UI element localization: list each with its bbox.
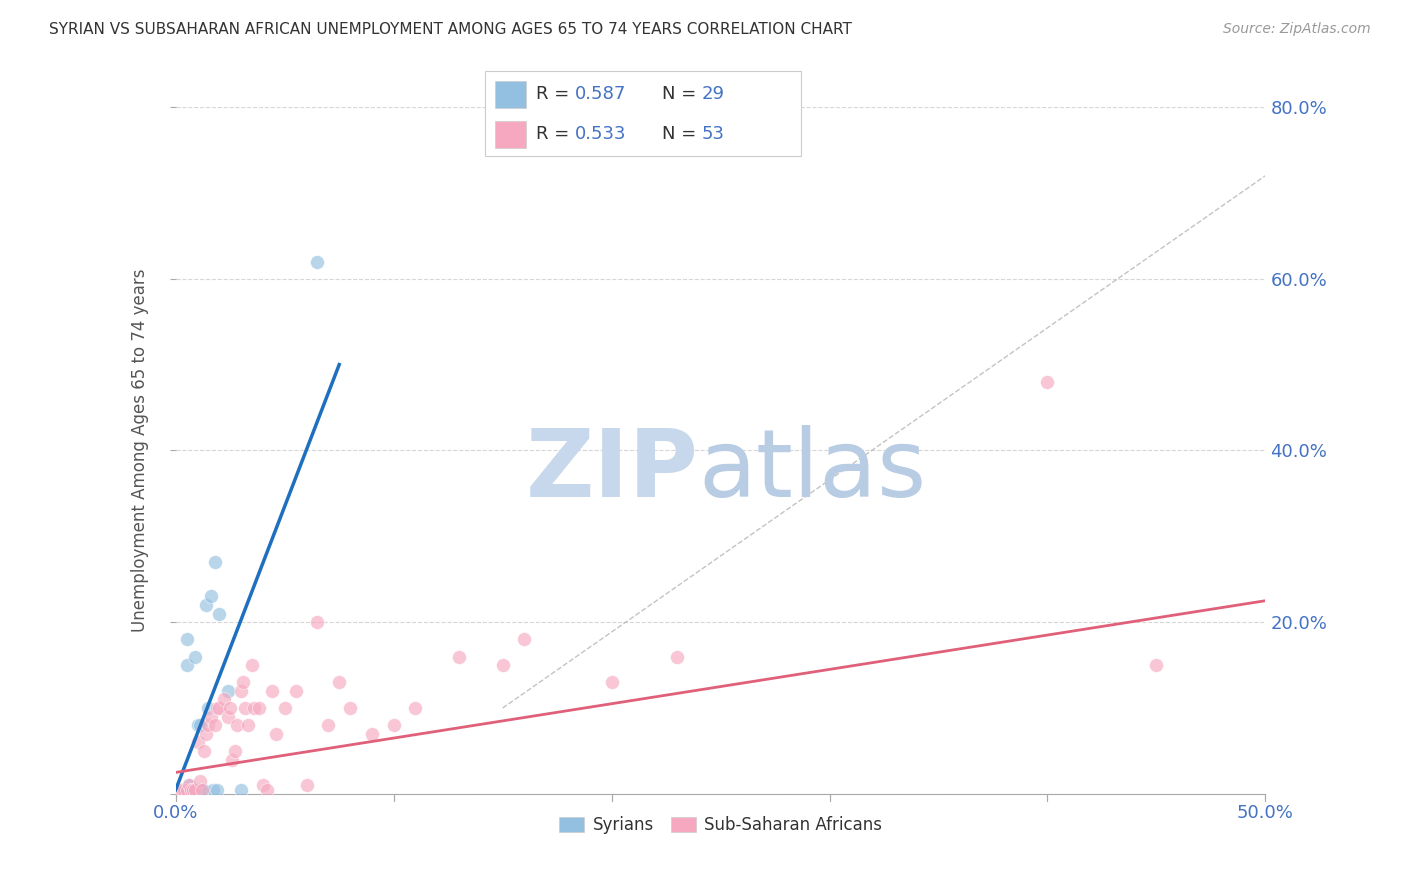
Point xyxy=(205,701,228,715)
Point xyxy=(181,782,204,797)
Point xyxy=(236,718,259,732)
Point xyxy=(231,683,253,698)
Point xyxy=(197,718,219,732)
Point xyxy=(264,727,287,741)
Text: 0.587: 0.587 xyxy=(575,86,627,103)
Text: Source: ZipAtlas.com: Source: ZipAtlas.com xyxy=(1223,22,1371,37)
Point xyxy=(1144,658,1167,673)
Point xyxy=(172,782,194,797)
Point xyxy=(173,782,195,797)
Point xyxy=(204,555,226,569)
Text: 29: 29 xyxy=(702,86,724,103)
Point xyxy=(492,658,515,673)
Point xyxy=(217,709,239,723)
Point xyxy=(666,649,689,664)
Text: 0.533: 0.533 xyxy=(575,125,627,143)
Point xyxy=(193,744,215,758)
Point xyxy=(339,701,361,715)
Point xyxy=(240,658,263,673)
FancyBboxPatch shape xyxy=(495,80,526,108)
Point xyxy=(186,782,209,797)
Point xyxy=(176,658,198,673)
Point xyxy=(208,701,231,715)
Point xyxy=(513,632,536,647)
Text: N =: N = xyxy=(662,86,702,103)
Point xyxy=(173,782,195,797)
Point xyxy=(360,727,382,741)
FancyBboxPatch shape xyxy=(495,120,526,147)
Point xyxy=(405,701,427,715)
Point xyxy=(284,683,307,698)
Point xyxy=(201,782,224,797)
Point xyxy=(177,778,200,792)
Text: 53: 53 xyxy=(702,125,724,143)
Text: R =: R = xyxy=(536,125,575,143)
Point xyxy=(176,632,198,647)
Point xyxy=(205,782,228,797)
Point xyxy=(200,590,222,604)
Point xyxy=(204,718,226,732)
Point xyxy=(176,782,198,797)
Point xyxy=(232,675,254,690)
Point xyxy=(180,782,202,797)
Point xyxy=(188,774,211,789)
Point xyxy=(231,782,253,797)
Point xyxy=(193,782,215,797)
Point xyxy=(307,254,329,268)
Text: SYRIAN VS SUBSAHARAN AFRICAN UNEMPLOYMENT AMONG AGES 65 TO 74 YEARS CORRELATION : SYRIAN VS SUBSAHARAN AFRICAN UNEMPLOYMEN… xyxy=(49,22,852,37)
Point xyxy=(318,718,340,732)
Point xyxy=(256,782,278,797)
Point xyxy=(167,782,190,797)
Point xyxy=(169,782,191,797)
Point xyxy=(195,598,218,612)
Point xyxy=(167,782,190,797)
Point xyxy=(172,782,194,797)
Point xyxy=(260,683,283,698)
Y-axis label: Unemployment Among Ages 65 to 74 years: Unemployment Among Ages 65 to 74 years xyxy=(131,268,149,632)
Point xyxy=(177,778,200,792)
Text: N =: N = xyxy=(662,125,702,143)
Point xyxy=(180,782,202,797)
Point xyxy=(247,701,270,715)
Point xyxy=(186,718,209,732)
Point xyxy=(188,718,211,732)
Point xyxy=(224,744,246,758)
Point xyxy=(191,782,214,797)
Point xyxy=(169,782,191,797)
Point xyxy=(252,778,274,792)
Text: atlas: atlas xyxy=(699,425,927,517)
Point xyxy=(382,718,405,732)
Point xyxy=(217,683,239,698)
Point xyxy=(307,615,329,630)
FancyBboxPatch shape xyxy=(485,71,801,156)
Point xyxy=(328,675,350,690)
Point xyxy=(176,782,198,797)
Point xyxy=(208,607,231,621)
Point xyxy=(195,727,218,741)
Point xyxy=(295,778,318,792)
Point xyxy=(1036,375,1059,389)
Point xyxy=(184,782,207,797)
Point xyxy=(212,692,235,706)
Point xyxy=(447,649,470,664)
Point xyxy=(600,675,623,690)
Point xyxy=(200,709,222,723)
Point xyxy=(181,782,204,797)
Point xyxy=(191,782,214,797)
Legend: Syrians, Sub-Saharan Africans: Syrians, Sub-Saharan Africans xyxy=(553,809,889,840)
Text: R =: R = xyxy=(536,86,575,103)
Point xyxy=(225,718,247,732)
Point xyxy=(197,701,219,715)
Point xyxy=(274,701,297,715)
Point xyxy=(235,701,257,715)
Point xyxy=(172,782,194,797)
Point xyxy=(219,701,242,715)
Point xyxy=(180,782,202,797)
Point xyxy=(186,735,209,749)
Text: ZIP: ZIP xyxy=(526,425,699,517)
Point xyxy=(221,753,243,767)
Point xyxy=(243,701,266,715)
Point xyxy=(184,649,207,664)
Point xyxy=(173,782,195,797)
